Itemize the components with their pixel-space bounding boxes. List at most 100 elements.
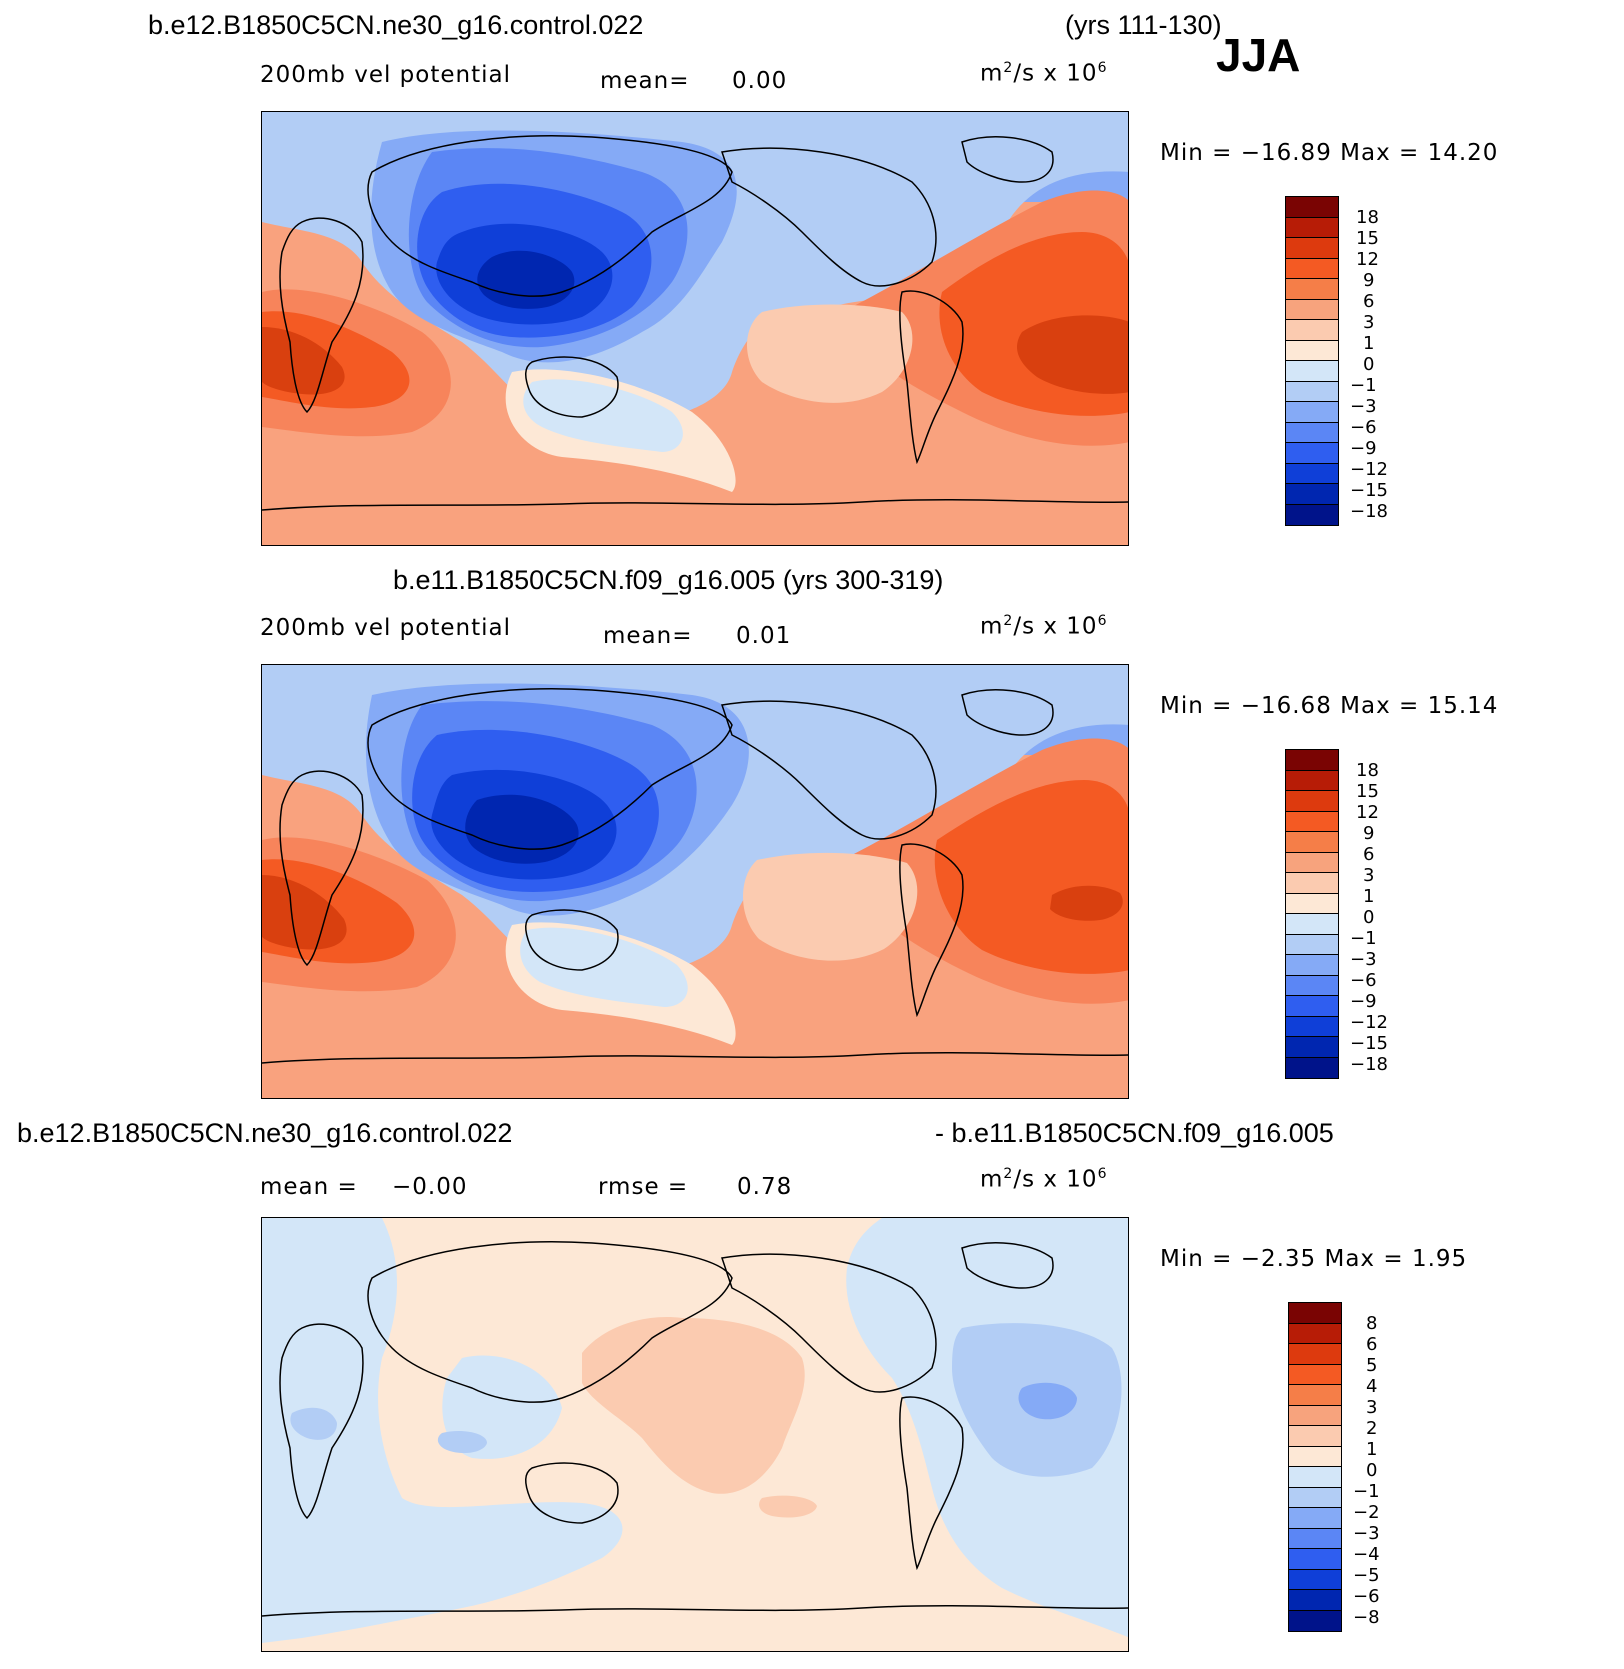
panel3-minus-case: - b.e11.B1850C5CN.f09_g16.005 [935,1118,1334,1148]
panel1-minmax: Min = −16.89 Max = 14.20 [1160,140,1499,166]
colorbar-cell [1286,852,1338,873]
colorbar-label: 3 [1363,312,1375,333]
panel2-units: m2/s x 106 [980,613,1108,640]
colorbar-label: −9 [1350,991,1377,1012]
colorbar-label: −9 [1350,438,1377,459]
panel1-mean-label: mean= [600,68,690,94]
colorbar-cell [1286,463,1338,484]
panel1-units: m2/s x 106 [980,60,1108,87]
colorbar-cell [1289,1569,1341,1590]
colorbar-label: 18 [1356,207,1379,228]
colorbar-cell [1286,975,1338,996]
colorbar-label: 2 [1366,1418,1378,1439]
colorbar-cell [1289,1323,1341,1344]
colorbar-cell [1289,1508,1341,1529]
colorbar-cell [1289,1405,1341,1426]
colorbar-label: 6 [1366,1334,1378,1355]
colorbar-label: 0 [1363,354,1375,375]
colorbar-cell [1286,402,1338,423]
colorbar-cell [1286,934,1338,955]
colorbar-label: 4 [1366,1376,1378,1397]
colorbar-cell [1286,381,1338,402]
panel2-colorbar [1285,749,1339,1079]
colorbar-cell [1286,1016,1338,1037]
colorbar-cell [1289,1446,1341,1467]
colorbar-label: −6 [1350,417,1377,438]
panel3-mean-value: −0.00 [392,1174,468,1200]
season-label: JJA [1216,29,1301,81]
colorbar-cell [1286,955,1338,976]
panel3-rmse-value: 0.78 [737,1174,793,1200]
colorbar-label: 9 [1363,823,1375,844]
colorbar-cell [1286,1057,1338,1078]
colorbar-label: −3 [1350,949,1377,970]
colorbar-cell [1286,217,1338,238]
colorbar-cell [1286,914,1338,935]
panel3-contours [262,1218,1128,1651]
panel3-map [261,1217,1129,1652]
colorbar-label: −1 [1350,928,1377,949]
colorbar-label: 9 [1363,270,1375,291]
colorbar-cell [1286,197,1338,218]
colorbar-cell [1286,750,1338,771]
colorbar-cell [1289,1590,1341,1611]
panel2-minmax: Min = −16.68 Max = 15.14 [1160,693,1499,719]
colorbar-cell [1286,504,1338,525]
colorbar-label: 0 [1363,907,1375,928]
colorbar-label: −15 [1350,1033,1388,1054]
colorbar-label: 0 [1366,1460,1378,1481]
colorbar-label: −1 [1353,1481,1380,1502]
colorbar-cell [1286,484,1338,505]
colorbar-label: 12 [1356,802,1379,823]
colorbar-cell [1289,1385,1341,1406]
colorbar-label: −2 [1353,1502,1380,1523]
colorbar-label: −4 [1353,1544,1380,1565]
panel3-rmse-label: rmse = [598,1174,689,1200]
colorbar-label: 6 [1363,291,1375,312]
colorbar-label: 15 [1356,228,1379,249]
colorbar-label: −3 [1353,1523,1380,1544]
colorbar-cell [1286,258,1338,279]
colorbar-label: −3 [1350,396,1377,417]
panel2-mean-label: mean= [603,623,693,649]
colorbar-label: −5 [1353,1565,1380,1586]
panel2-map [261,664,1129,1099]
colorbar-cell [1289,1303,1341,1324]
panel3-mean-label: mean = [260,1174,358,1200]
panel2-case-title: b.e11.B1850C5CN.f09_g16.005 (yrs 300-319… [393,565,944,595]
colorbar-cell [1289,1364,1341,1385]
colorbar-cell [1286,361,1338,382]
colorbar-cell [1289,1426,1341,1447]
colorbar-label: 5 [1366,1355,1378,1376]
panel3-colorbar [1288,1302,1342,1632]
colorbar-cell [1289,1549,1341,1570]
panel2-contours [262,665,1128,1098]
colorbar-cell [1289,1610,1341,1631]
panel3-units: m2/s x 106 [980,1166,1108,1193]
colorbar-label: 12 [1356,249,1379,270]
colorbar-cell [1289,1528,1341,1549]
colorbar-label: 1 [1363,886,1375,907]
colorbar-label: 6 [1363,844,1375,865]
colorbar-cell [1286,791,1338,812]
colorbar-label: 15 [1356,781,1379,802]
colorbar-label: −6 [1350,970,1377,991]
colorbar-label: −18 [1350,1054,1388,1075]
colorbar-label: 1 [1363,333,1375,354]
colorbar-label: 1 [1366,1439,1378,1460]
colorbar-cell [1286,811,1338,832]
colorbar-cell [1286,340,1338,361]
panel1-contours [262,112,1128,545]
colorbar-label: −12 [1350,459,1388,480]
colorbar-label: 3 [1363,865,1375,886]
colorbar-cell [1286,873,1338,894]
colorbar-cell [1286,893,1338,914]
colorbar-cell [1286,320,1338,341]
colorbar-cell [1286,299,1338,320]
colorbar-cell [1286,770,1338,791]
colorbar-label: −12 [1350,1012,1388,1033]
colorbar-cell [1289,1487,1341,1508]
colorbar-cell [1286,832,1338,853]
panel1-colorbar [1285,196,1339,526]
panel2-mean-value: 0.01 [736,623,792,649]
